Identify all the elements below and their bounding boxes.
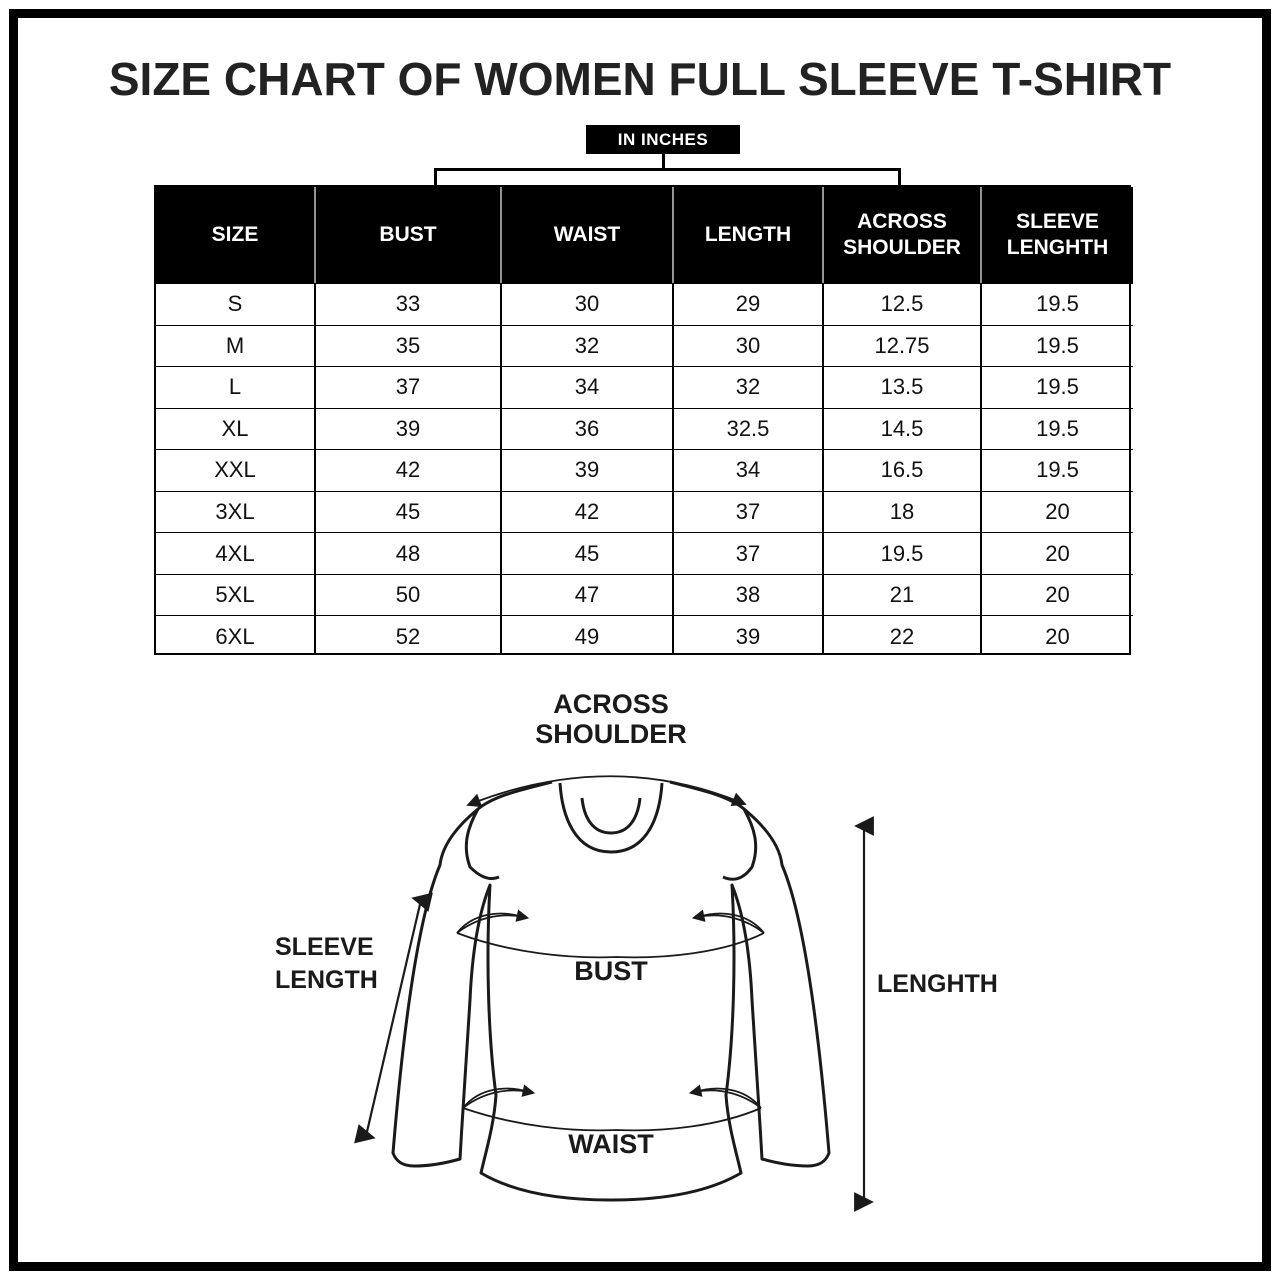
svg-text:ACROSS: ACROSS [553,689,669,719]
svg-text:BUST: BUST [574,956,648,986]
svg-text:SHOULDER: SHOULDER [535,719,687,749]
svg-text:LENGTH: LENGTH [275,966,378,994]
svg-text:WAIST: WAIST [568,1129,654,1159]
svg-text:LENGHTH: LENGHTH [877,970,998,998]
svg-text:SLEEVE: SLEEVE [275,933,374,961]
